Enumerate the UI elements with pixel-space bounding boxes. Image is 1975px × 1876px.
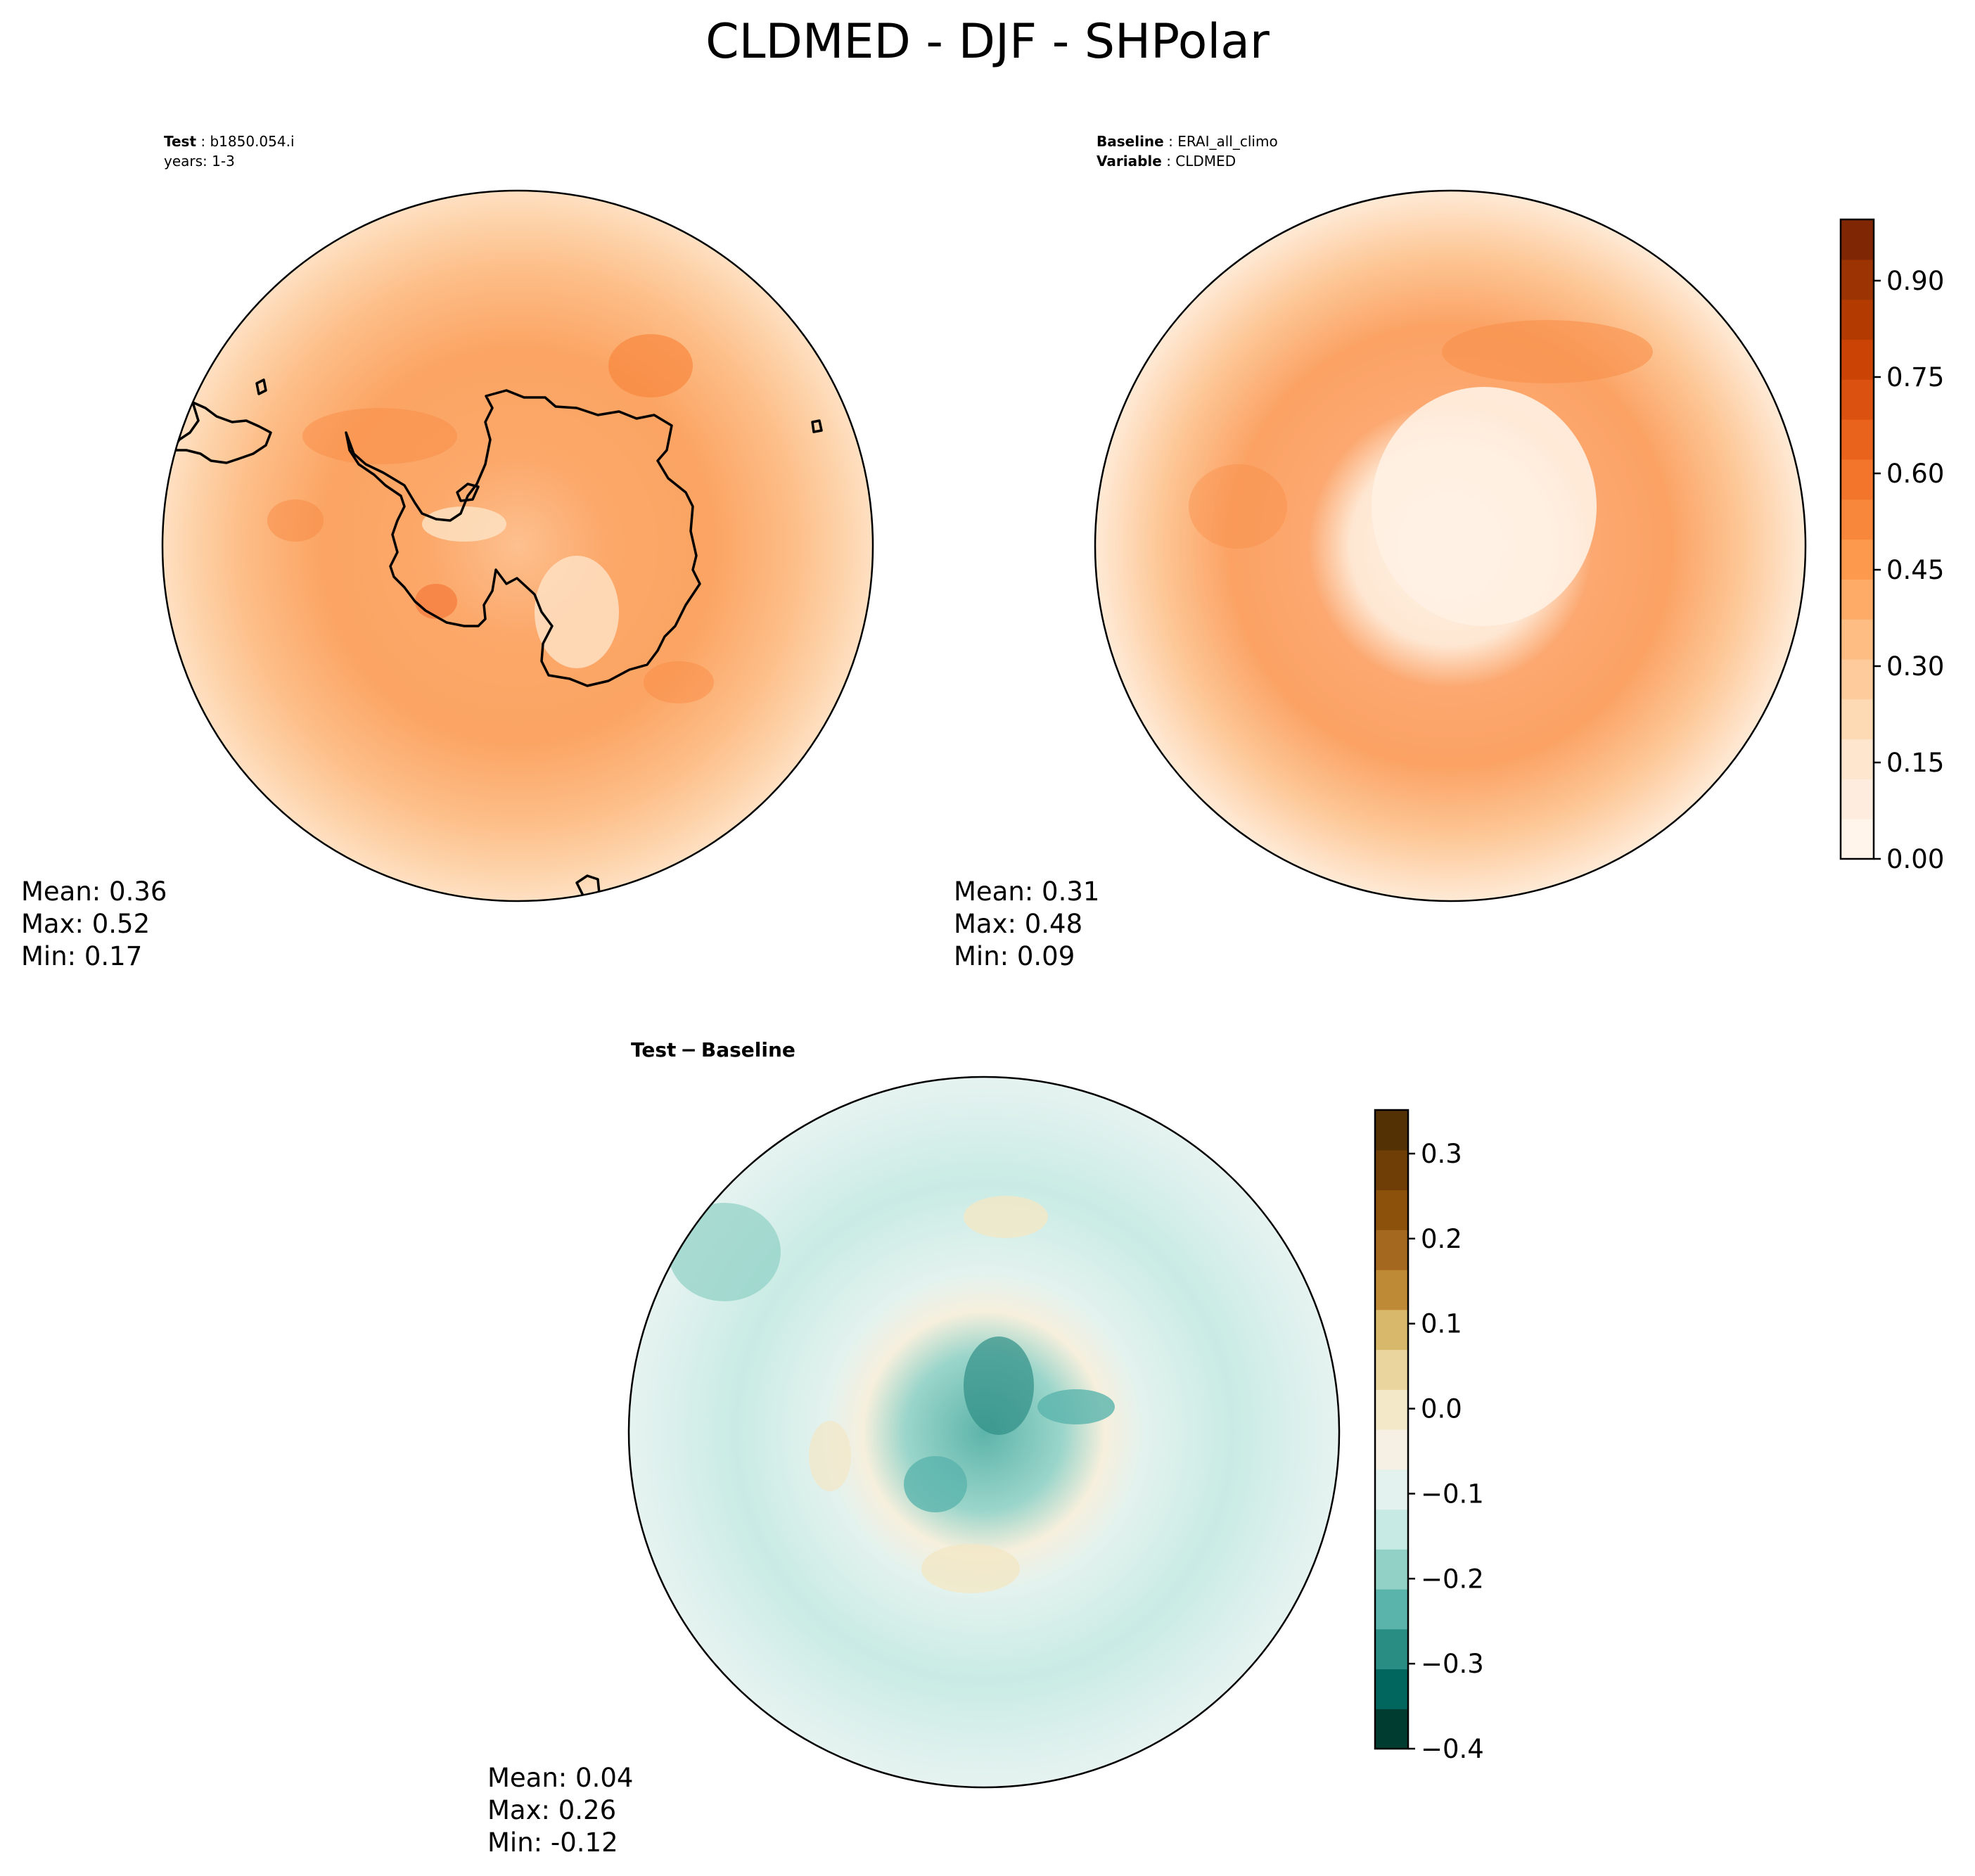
baseline-stat-max: Max: 0.48 [954,909,1082,939]
test-stat-min: Min: 0.17 [21,941,142,971]
colorbar-diff-level-10 [1375,1309,1408,1351]
baseline-map-boundary [1094,189,1807,902]
test-coastline-icon [171,378,823,898]
colorbar-diff-tick-label: 0.2 [1421,1224,1462,1254]
diff-title: Test − Baseline [631,1038,795,1061]
baseline-panel: Baseline : ERAI_all_climo Variable : CLD… [954,133,1807,971]
colorbar-main-level-8 [1841,499,1874,540]
diff-map-boundary [627,1076,1341,1789]
colorbar-main-level-4 [1841,658,1874,700]
colorbar-main-level-15 [1841,219,1874,260]
colorbar-main-tick-label: 0.15 [1886,748,1944,778]
diff-title-sep: − [680,1038,696,1061]
colorbar-diff-tick-label: −0.1 [1421,1479,1484,1509]
colorbar-diff-level-14 [1375,1149,1408,1191]
colorbar-main-level-3 [1841,698,1874,740]
test-map-boundary [161,189,874,902]
colorbar-main-tick-label: 0.60 [1886,459,1944,489]
colorbar-main-tick-label: 0.00 [1886,844,1944,874]
baseline-label: Baseline : ERAI_all_climo [1097,133,1278,150]
test-label-key: Test [164,133,196,150]
colorbar-diff-level-8 [1375,1389,1408,1430]
diff-stat-min: Min: -0.12 [487,1827,618,1858]
colorbar-main-level-9 [1841,459,1874,500]
colorbar-diff-level-4 [1375,1549,1408,1590]
test-label: Test : b1850.054.i [164,133,295,150]
baseline-variable: Variable : CLDMED [1097,153,1236,170]
colorbar-diff-level-7 [1375,1429,1408,1470]
colorbar-main: 0.00 0.15 0.30 0.45 0.60 0.75 0.90 [1839,218,1944,874]
test-stat-max: Max: 0.52 [21,909,150,939]
diff-stat-mean: Mean: 0.04 [487,1763,633,1793]
colorbar-diff-level-12 [1375,1230,1408,1270]
colorbar-main-level-11 [1841,379,1874,420]
colorbar-diff-level-13 [1375,1189,1408,1230]
baseline-variable-key: Variable [1097,153,1162,170]
baseline-variable-value: CLDMED [1175,153,1236,170]
colorbar-main-level-14 [1841,259,1874,300]
colorbar-diff-level-9 [1375,1349,1408,1390]
baseline-map-field [1095,191,1805,901]
colorbar-diff-level-6 [1375,1469,1408,1510]
diff-panel: Test − Baseline Mean: 0.04 Max: 0.26 Min: … [487,1038,1341,1858]
colorbar-diff-level-0 [1375,1709,1408,1749]
diff-stat-max: Max: 0.26 [487,1795,616,1825]
colorbar-main-tick-label: 0.30 [1886,651,1944,682]
colorbar-main-tick-label: 0.90 [1886,266,1944,296]
colorbar-main-level-6 [1841,579,1874,620]
test-years: years: 1-3 [164,153,235,170]
diff-title-b: Baseline [701,1038,795,1061]
diff-title-a: Test [631,1038,676,1061]
colorbar-main-tick-label: 0.75 [1886,362,1944,393]
colorbar-main-level-10 [1841,419,1874,460]
colorbar-main-frame [1839,218,1875,860]
baseline-label-key: Baseline [1097,133,1164,150]
colorbar-diff-level-1 [1375,1668,1408,1709]
baseline-stat-min: Min: 0.09 [954,941,1075,971]
colorbar-diff: 0.3 0.2 0.1 0.0 −0.1 −0.2 −0.3 −0.4 [1374,1109,1484,1764]
colorbar-diff-tick-label: 0.0 [1421,1394,1462,1424]
baseline-stat-mean: Mean: 0.31 [954,876,1099,907]
colorbar-main-level-12 [1841,339,1874,380]
colorbar-main-level-7 [1841,539,1874,580]
colorbar-diff-level-11 [1375,1270,1408,1310]
colorbar-main-level-1 [1841,779,1874,819]
colorbar-diff-tick-label: 0.1 [1421,1309,1462,1339]
colorbar-diff-tick-label: −0.2 [1421,1564,1484,1594]
colorbar-diff-level-2 [1375,1628,1408,1670]
baseline-label-value: ERAI_all_climo [1177,133,1278,150]
colorbar-diff-level-5 [1375,1509,1408,1550]
colorbar-diff-frame [1374,1109,1410,1750]
colorbar-diff-level-15 [1375,1110,1408,1151]
test-stat-mean: Mean: 0.36 [21,876,167,907]
figure-title: CLDMED - DJF - SHPolar [705,14,1270,70]
colorbar-main-level-0 [1841,819,1874,860]
colorbar-main-tick-label: 0.45 [1886,555,1944,585]
colorbar-main-level-2 [1841,739,1874,779]
colorbar-main-level-13 [1841,299,1874,340]
colorbar-main-level-5 [1841,619,1874,660]
colorbar-diff-tick-label: −0.4 [1421,1734,1484,1764]
test-panel: Test : b1850.054.i years: 1-3 Mean: 0.36… [21,133,874,971]
colorbar-diff-level-3 [1375,1589,1408,1630]
diff-map-field [629,1077,1339,1787]
test-label-value: b1850.054.i [210,133,294,150]
test-map-field [162,191,873,901]
colorbar-diff-tick-label: 0.3 [1421,1139,1462,1169]
colorbar-diff-tick-label: −0.3 [1421,1649,1484,1679]
